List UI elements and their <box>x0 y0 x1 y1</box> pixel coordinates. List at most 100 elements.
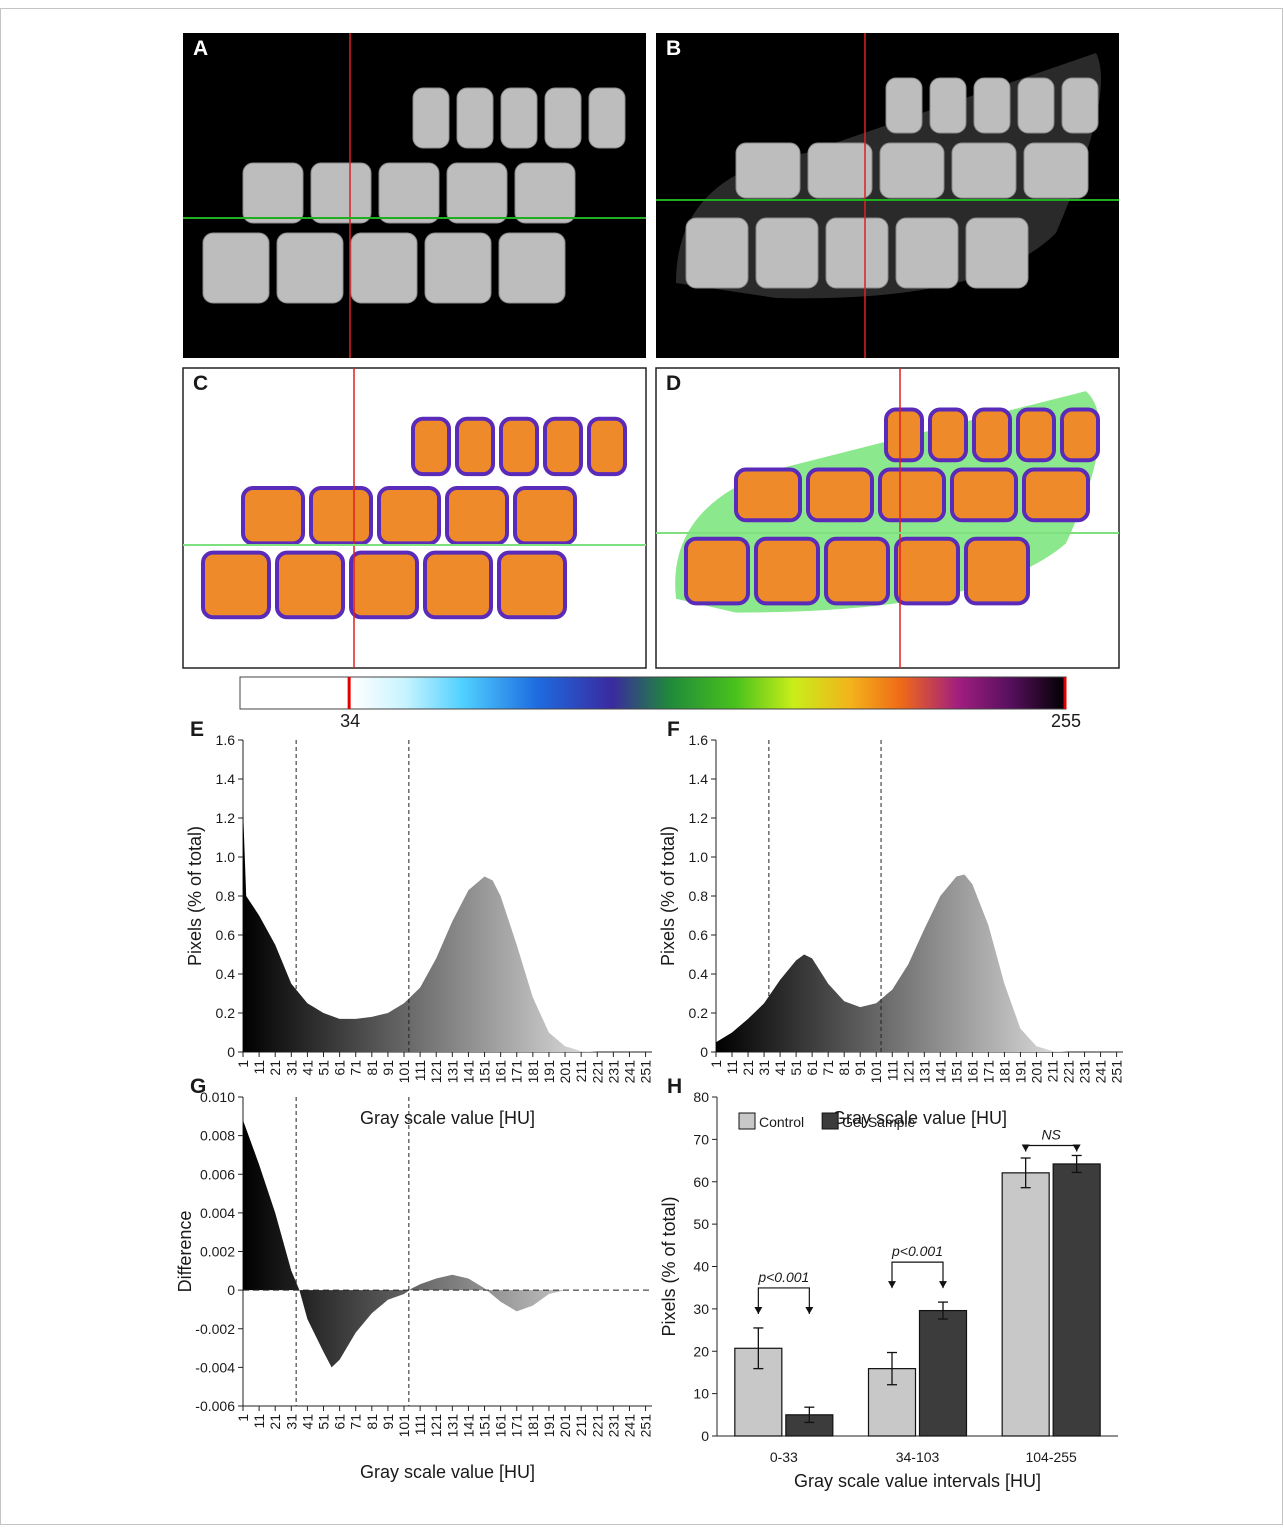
sample-blob <box>446 162 508 224</box>
sample-blob <box>544 87 582 149</box>
y-tick-label: 0.6 <box>689 927 709 943</box>
x-tick-label: 171 <box>509 1060 525 1084</box>
x-tick-label: 111 <box>412 1060 428 1081</box>
y-tick-label: 0.004 <box>200 1205 235 1221</box>
x-axis-title: Gray scale value [HU] <box>832 1108 1007 1128</box>
sample-blob <box>201 550 271 620</box>
y-axis-title: Difference <box>175 1211 195 1293</box>
sample-blob <box>498 232 566 304</box>
x-tick-label: 251 <box>638 1414 654 1438</box>
chart-label: H <box>667 1075 682 1098</box>
sample-blob <box>1061 77 1099 134</box>
y-tick-label: -0.004 <box>195 1359 235 1375</box>
sample-blob <box>310 162 372 224</box>
error-bar <box>753 1327 764 1370</box>
bar <box>1052 1163 1101 1437</box>
x-tick-label: 71 <box>348 1060 364 1076</box>
sample-blob <box>378 162 440 224</box>
x-tick-label: 201 <box>557 1060 573 1084</box>
x-tick-label: 221 <box>1061 1060 1077 1084</box>
x-tick-label: 101 <box>396 1060 412 1084</box>
x-tick-label: 11 <box>251 1414 267 1429</box>
sample-blob <box>587 416 627 477</box>
sample-blob <box>879 142 945 199</box>
sample-blob <box>445 486 509 546</box>
sample-blob <box>588 87 626 149</box>
x-tick-label: 41 <box>772 1060 788 1076</box>
x-tick-label: 211 <box>573 1414 589 1437</box>
x-tick-label: 31 <box>756 1060 772 1076</box>
sample-blob <box>1016 407 1056 463</box>
sample-image <box>202 87 626 304</box>
sample-blob <box>928 407 968 463</box>
sample-blob <box>964 536 1030 606</box>
chart-label: G <box>190 1075 206 1098</box>
bar <box>1001 1172 1050 1437</box>
bracket-arrow <box>1021 1144 1030 1152</box>
x-tick-label: 91 <box>380 1060 396 1076</box>
sample-blob <box>972 407 1012 463</box>
y-tick-label: 0 <box>701 1428 709 1444</box>
x-tick-label: 251 <box>1109 1060 1125 1084</box>
panel-label: C <box>193 372 208 395</box>
y-tick-label: 0 <box>700 1044 708 1060</box>
histogram-area <box>716 874 1123 1052</box>
x-tick-label: 81 <box>364 1414 380 1430</box>
x-tick-label: 1 <box>235 1414 251 1422</box>
y-tick-label: 50 <box>693 1216 709 1232</box>
y-axis-title: Pixels (% of total) <box>658 826 678 966</box>
sample-blob <box>1017 77 1055 134</box>
x-tick-label: 231 <box>605 1060 621 1084</box>
x-tick-label: 11 <box>724 1060 740 1075</box>
bracket-arrow <box>754 1306 763 1314</box>
x-tick-label: 181 <box>525 1060 541 1084</box>
sample-blob <box>411 416 451 477</box>
y-tick-label: -0.006 <box>195 1398 235 1414</box>
sample-blob <box>412 87 450 149</box>
sample-image <box>676 53 1101 299</box>
sample-blob <box>950 467 1018 523</box>
x-tick-label: 231 <box>605 1414 621 1438</box>
x-tick-label: 181 <box>525 1414 541 1438</box>
y-tick-label: 1.4 <box>216 771 236 787</box>
sample-blob <box>734 467 802 523</box>
x-tick-label: 191 <box>1012 1060 1028 1084</box>
sample-blob <box>499 416 539 477</box>
sample-blob <box>455 416 495 477</box>
sample-blob <box>1023 142 1089 199</box>
y-tick-label: 0.002 <box>200 1244 235 1260</box>
x-tick-label: 171 <box>980 1060 996 1084</box>
significance-bracket <box>891 1261 944 1289</box>
x-tick-label: 0-33 <box>770 1449 798 1465</box>
x-tick-label: 141 <box>932 1060 948 1084</box>
y-tick-label: 20 <box>693 1343 709 1359</box>
y-tick-label: 0.8 <box>216 888 236 904</box>
y-tick-label: -0.002 <box>195 1321 235 1337</box>
bracket-arrow <box>805 1306 814 1314</box>
x-tick-label: 1 <box>708 1060 724 1068</box>
sample-blob <box>349 550 419 620</box>
x-axis-title: Gray scale value [HU] <box>360 1108 535 1128</box>
x-tick-label: 34-103 <box>896 1449 940 1465</box>
x-tick-label: 71 <box>348 1414 364 1430</box>
x-tick-label: 151 <box>477 1414 493 1438</box>
y-tick-label: 0.8 <box>689 888 709 904</box>
colorbar-tick-label: 34 <box>340 711 360 731</box>
y-tick-label: 0.010 <box>200 1089 235 1105</box>
significance-bracket <box>1025 1144 1078 1152</box>
x-tick-label: 31 <box>283 1414 299 1430</box>
sample-blob <box>309 486 373 546</box>
x-tick-label: 41 <box>299 1060 315 1076</box>
sample-blob <box>895 217 959 289</box>
x-tick-label: 231 <box>1077 1060 1093 1084</box>
sample-blob <box>497 550 567 620</box>
y-tick-label: 0 <box>227 1282 235 1298</box>
x-tick-label: 241 <box>1093 1060 1109 1084</box>
sample-blob <box>377 486 441 546</box>
x-tick-label: 131 <box>916 1060 932 1084</box>
x-tick-label: 191 <box>541 1060 557 1084</box>
x-tick-label: 191 <box>541 1414 557 1438</box>
x-tick-label: 201 <box>557 1414 573 1438</box>
significance-label: p<0.001 <box>891 1243 943 1259</box>
x-tick-label: 71 <box>820 1060 836 1076</box>
